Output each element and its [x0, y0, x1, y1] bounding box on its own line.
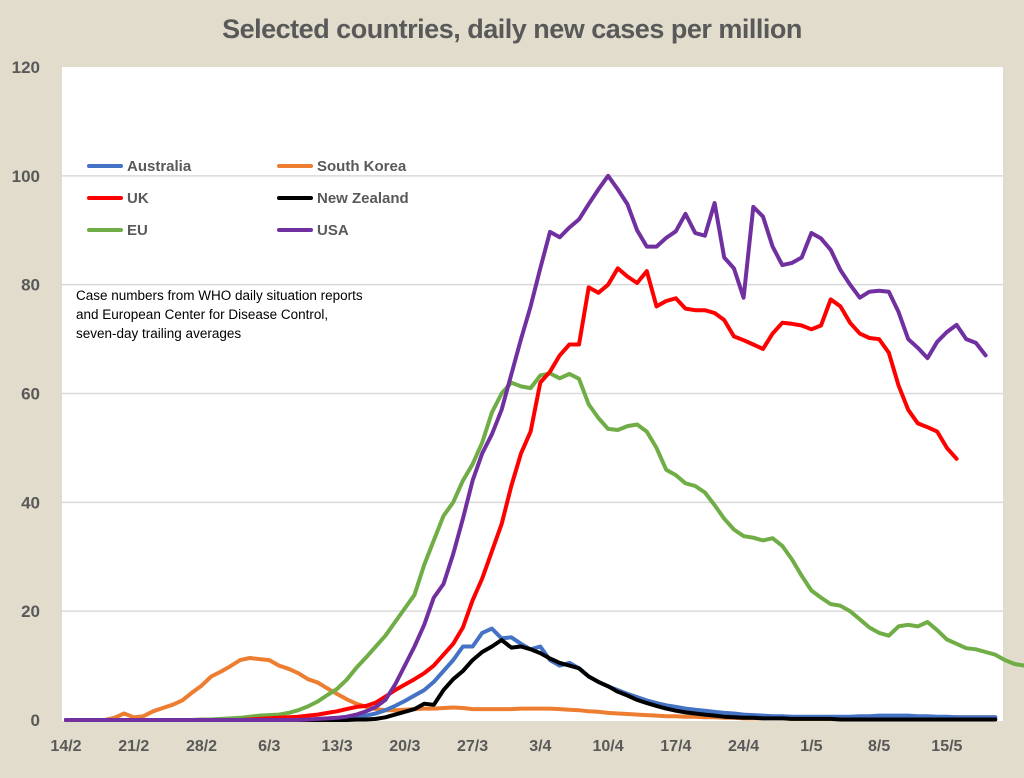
annotation-line: seven-day trailing averages	[76, 326, 242, 341]
y-tick-label: 40	[21, 493, 40, 512]
x-tick-label: 17/4	[660, 738, 691, 755]
x-tick-label: 24/4	[728, 738, 759, 755]
x-tick-label: 21/2	[118, 738, 149, 755]
x-tick-label: 3/4	[529, 738, 551, 755]
y-tick-label: 100	[12, 167, 40, 186]
x-tick-label: 15/5	[931, 738, 962, 755]
legend-label: EU	[127, 222, 148, 239]
x-tick-label: 20/3	[389, 738, 420, 755]
legend-label: Australia	[127, 158, 192, 175]
legend-label: UK	[127, 190, 149, 207]
x-tick-label: 14/2	[50, 738, 81, 755]
y-tick-label: 80	[21, 276, 40, 295]
x-axis-tick-labels: 14/2 21/2 28/2 6/3 13/3 20/3 27/3 3/4 10/4 17/4 24…	[50, 738, 962, 755]
y-tick-label: 20	[21, 602, 40, 621]
legend-label: South Korea	[317, 158, 407, 175]
x-tick-label: 1/5	[800, 738, 822, 755]
y-axis-tick-labels: 0 20 40 60 80 100 120	[12, 58, 40, 730]
x-tick-label: 10/4	[593, 738, 624, 755]
y-tick-label: 0	[31, 711, 40, 730]
x-tick-label: 28/2	[186, 738, 217, 755]
x-tick-label: 6/3	[258, 738, 280, 755]
annotation-line: Case numbers from WHO daily situation re…	[76, 288, 363, 303]
legend: Australia UK EU South Korea New Zealand USA	[87, 158, 409, 239]
y-tick-label: 60	[21, 385, 40, 404]
chart-title: Selected countries, daily new cases per …	[222, 14, 802, 44]
legend-label: USA	[317, 222, 349, 239]
chart-annotation: Case numbers from WHO daily situation re…	[76, 286, 416, 343]
legend-label: New Zealand	[317, 190, 409, 207]
series-lines	[64, 173, 1024, 722]
annotation-line: and European Center for Disease Control,	[76, 307, 329, 322]
x-tick-label: 13/3	[321, 738, 352, 755]
x-tick-label: 27/3	[457, 738, 488, 755]
y-tick-label: 120	[12, 58, 40, 77]
gridlines	[62, 175, 1003, 612]
x-tick-label: 8/5	[868, 738, 890, 755]
series-line-usa	[64, 173, 988, 722]
